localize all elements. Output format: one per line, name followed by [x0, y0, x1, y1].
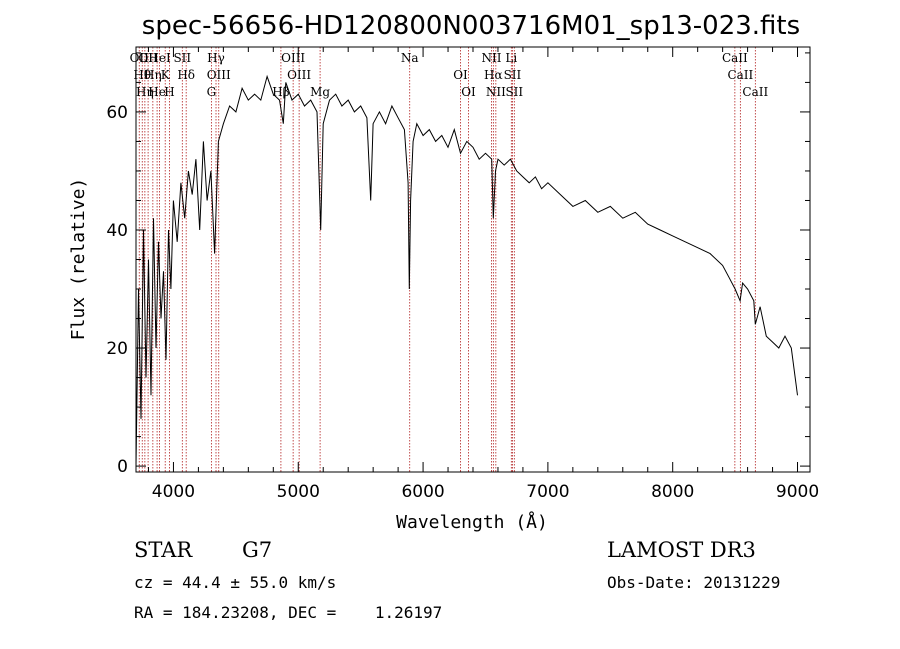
x-axis-label: Wavelength (Å)	[396, 511, 548, 533]
line-marker-label: HeI	[148, 51, 171, 65]
line-marker-label: G	[207, 85, 217, 99]
plot-frame	[135, 46, 811, 473]
object-class: STAR	[134, 538, 193, 562]
x-tick-label: 6000	[401, 482, 444, 502]
line-marker-label: He	[148, 85, 166, 99]
y-tick-label: 60	[106, 103, 128, 123]
line-marker-label: SII	[173, 51, 191, 65]
line-marker-label: Mg	[310, 85, 330, 99]
line-marker-labels: OIIHθHηOIIHηHeHeIKHSIIHδGHγOIIIHβOIIIOII…	[130, 51, 769, 99]
x-tick-label: 7000	[526, 482, 569, 502]
line-marker-label: NII	[486, 85, 506, 99]
line-markers	[138, 47, 756, 472]
y-tick-label: 0	[117, 457, 128, 477]
axis-ticks	[136, 47, 810, 472]
line-marker-label: Na	[401, 51, 419, 65]
x-tick-label: 8000	[651, 482, 694, 502]
line-marker-label: Hη	[144, 68, 162, 82]
line-marker-label: SII	[505, 85, 523, 99]
coordinates-readout: RA = 184.23208, DEC = 1.26197	[134, 603, 443, 622]
line-marker-label: OII	[130, 51, 150, 65]
line-marker-label: CaII	[722, 51, 748, 65]
line-marker-label: OIII	[281, 51, 305, 65]
line-marker-label: CaII	[727, 68, 753, 82]
x-tick-label: 9000	[776, 482, 819, 502]
line-marker-label: K	[161, 68, 171, 82]
y-tick-label: 40	[106, 221, 128, 241]
line-marker-label: OIII	[287, 68, 311, 82]
line-marker-label: OII	[138, 51, 158, 65]
line-marker-label: NII	[481, 51, 501, 65]
spectrum-line	[135, 74, 798, 467]
chart-title: spec-56656-HD120800N003716M01_sp13-023.f…	[142, 11, 800, 41]
survey-name: LAMOST DR3	[607, 538, 756, 562]
x-tick-label: 4000	[152, 482, 195, 502]
object-subclass: G7	[242, 538, 273, 562]
axis-tick-labels: 4000 5000 6000 7000 8000 9000 0 20 40 60	[106, 103, 819, 502]
line-marker-label: Li	[505, 51, 517, 65]
line-marker-label: Hθ	[133, 68, 151, 82]
line-marker-label: H	[164, 85, 174, 99]
line-marker-label: OIII	[207, 68, 231, 82]
line-marker-label: OI	[461, 85, 476, 99]
line-marker-label: Hα	[484, 68, 503, 82]
line-marker-label: Hδ	[177, 68, 195, 82]
observation-date: Obs-Date: 20131229	[607, 573, 781, 592]
velocity-readout: cz = 44.4 ± 55.0 km/s	[134, 573, 337, 592]
line-marker-label: Hη	[136, 85, 154, 99]
x-tick-label: 5000	[277, 482, 320, 502]
line-marker-label: SII	[504, 68, 522, 82]
y-axis-label: Flux (relative)	[68, 178, 89, 341]
y-tick-label: 20	[106, 339, 128, 359]
line-marker-label: CaII	[742, 85, 768, 99]
line-marker-label: Hγ	[207, 51, 225, 65]
line-marker-label: OI	[453, 68, 468, 82]
